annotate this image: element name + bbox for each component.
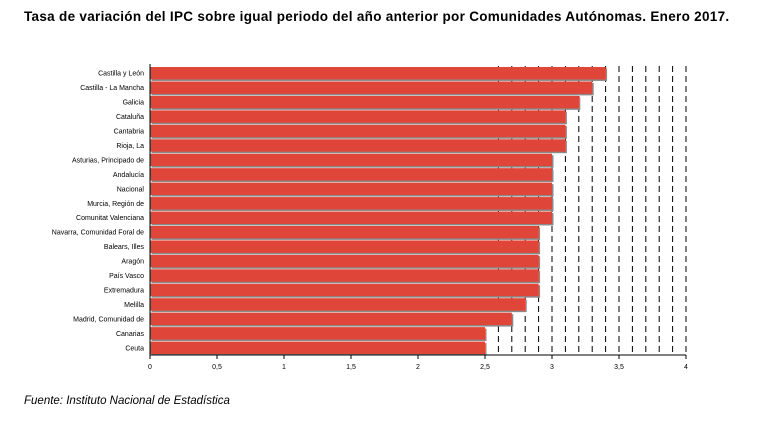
bar-chart: Castilla y León Castilla - La Mancha Galic… [52,64,688,371]
category-label: Castilla y León [98,71,144,78]
category-label: Murcia, Región de [87,201,144,208]
category-label: Galicia [123,100,145,107]
category-label: Melilla [124,302,144,309]
bar [150,283,539,297]
x-tick-label: 3,5 [614,364,624,371]
bar [150,341,485,354]
chart-title: Tasa de variación del IPC sobre igual pe… [24,9,730,24]
x-tick-label: 1 [282,364,286,371]
category-label: Canarias [116,331,145,338]
bar [150,182,552,196]
category-label: Cantabria [114,129,144,136]
bar [150,139,566,152]
category-label: Balears, Illes [104,244,145,251]
bar [150,240,539,253]
bar [150,110,566,123]
x-tick-label: 0,5 [212,364,222,371]
category-label: Ceuta [125,345,144,352]
x-tick-label: 1,5 [346,364,356,371]
bar [150,67,606,80]
category-label: Cataluña [116,114,144,121]
bar [150,153,552,167]
bar [150,197,552,210]
category-label: Extremadura [104,287,144,294]
bar [150,124,566,138]
bar [150,81,593,94]
source-note: Fuente: Instituto Nacional de Estadístic… [24,395,230,407]
category-label: Navarra, Comunidad Foral de [52,230,144,237]
bar [150,298,526,311]
bar [150,95,579,109]
category-label: Comunitat Valenciana [76,215,144,222]
bar [150,254,539,268]
category-label: Asturias, Principado de [72,157,144,164]
category-label: Rioja, La [116,143,144,150]
x-tick-label: 3 [550,364,554,371]
bar [150,312,512,326]
category-label: Castilla - La Mancha [80,85,144,92]
x-tick-label: 2 [416,364,420,371]
category-label: Nacional [117,186,145,193]
bar [150,327,485,340]
category-label: País Vasco [109,273,144,280]
x-tick-label: 4 [684,364,688,371]
category-label: Aragón [121,259,144,266]
bar [150,225,539,239]
x-tick-label: 2,5 [480,364,490,371]
x-tick-label: 0 [148,364,152,371]
category-label: Madrid, Comunidad de [73,316,144,323]
bar [150,168,552,181]
category-label: Andalucía [113,172,144,179]
bar [150,269,539,282]
bar [150,211,552,224]
